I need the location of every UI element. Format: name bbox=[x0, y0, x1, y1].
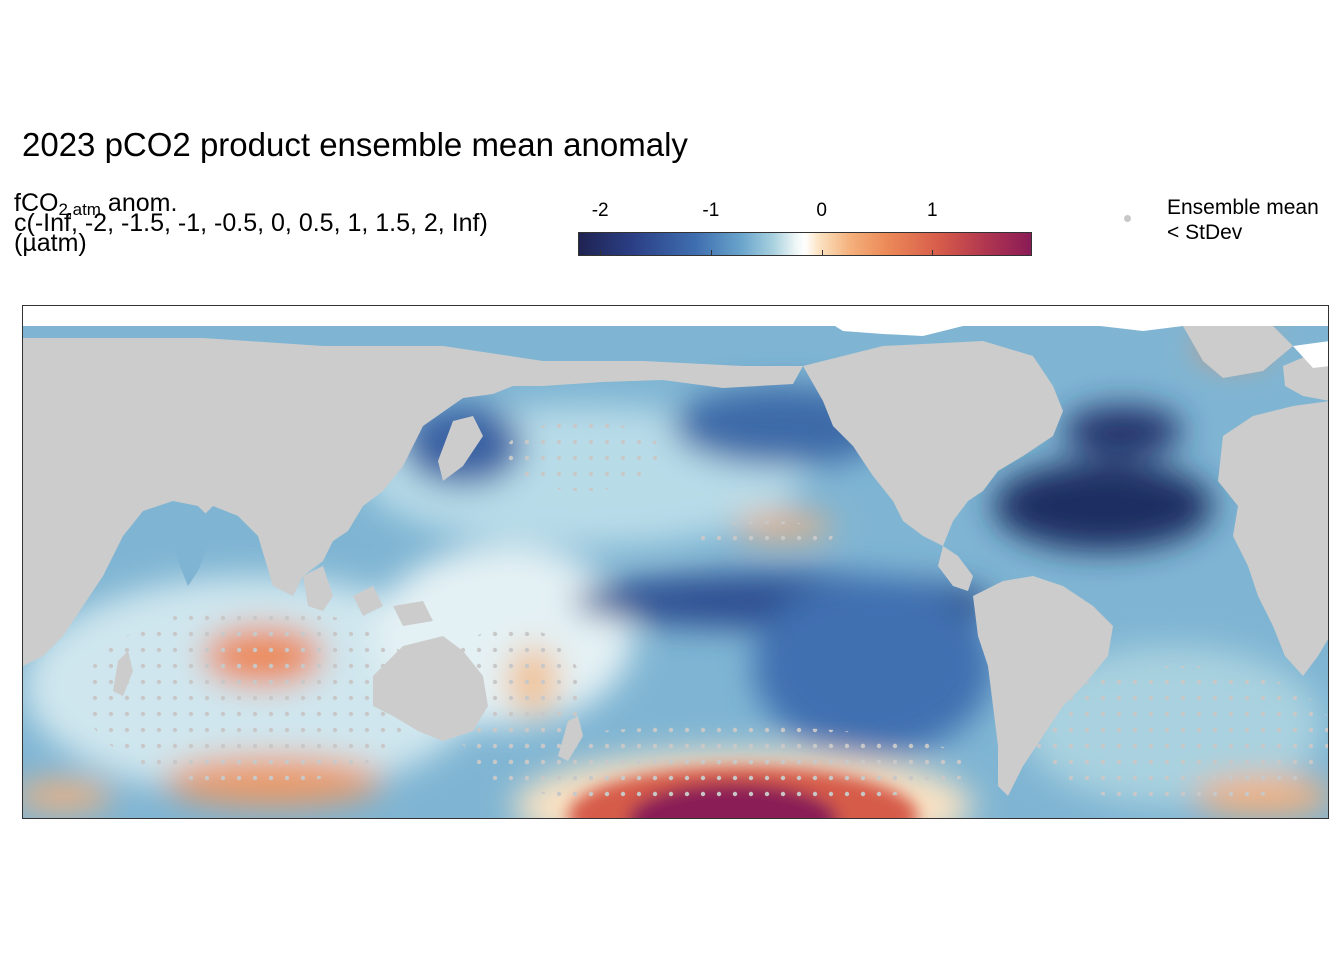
colorbar-tick-label: -1 bbox=[702, 200, 720, 221]
stipple-legend-line1: Ensemble mean bbox=[1167, 196, 1319, 219]
anomaly-map bbox=[22, 305, 1329, 819]
colorbar-tick-label: 1 bbox=[927, 200, 938, 221]
stipple-regions bbox=[83, 421, 1328, 806]
colorbar-tick-label: -2 bbox=[591, 200, 609, 221]
colorbar-tick-mark bbox=[821, 250, 823, 256]
legend-variable-suffix: anom. bbox=[100, 189, 178, 217]
no-data-arctic bbox=[803, 306, 1328, 368]
legend-variable-main: fCO bbox=[14, 189, 59, 217]
legend-variable-sub: 2,atm bbox=[58, 200, 101, 219]
stipple-legend-line2: < StDev bbox=[1167, 221, 1243, 244]
stipple-legend-text: Ensemble mean < StDev bbox=[1167, 195, 1319, 245]
legend-variable: fCO2,atm anom. bbox=[14, 189, 178, 221]
legend-breaks: c(-Inf, -2, -1.5, -1, -0.5, 0, 0.5, 1, 1… bbox=[14, 209, 488, 237]
colorbar-tick-mark bbox=[600, 250, 602, 256]
colorbar bbox=[578, 232, 1032, 256]
colorbar-tick-mark bbox=[932, 250, 934, 256]
chart-title: 2023 pCO2 product ensemble mean anomaly bbox=[22, 126, 688, 163]
stipple-legend-dot bbox=[1124, 215, 1131, 222]
colorbar-tick-label: 0 bbox=[816, 200, 827, 221]
map-svg bbox=[23, 306, 1328, 818]
land bbox=[23, 306, 1328, 796]
colorbar-tick-mark bbox=[710, 250, 712, 256]
legend-units: (µatm) bbox=[14, 229, 87, 257]
